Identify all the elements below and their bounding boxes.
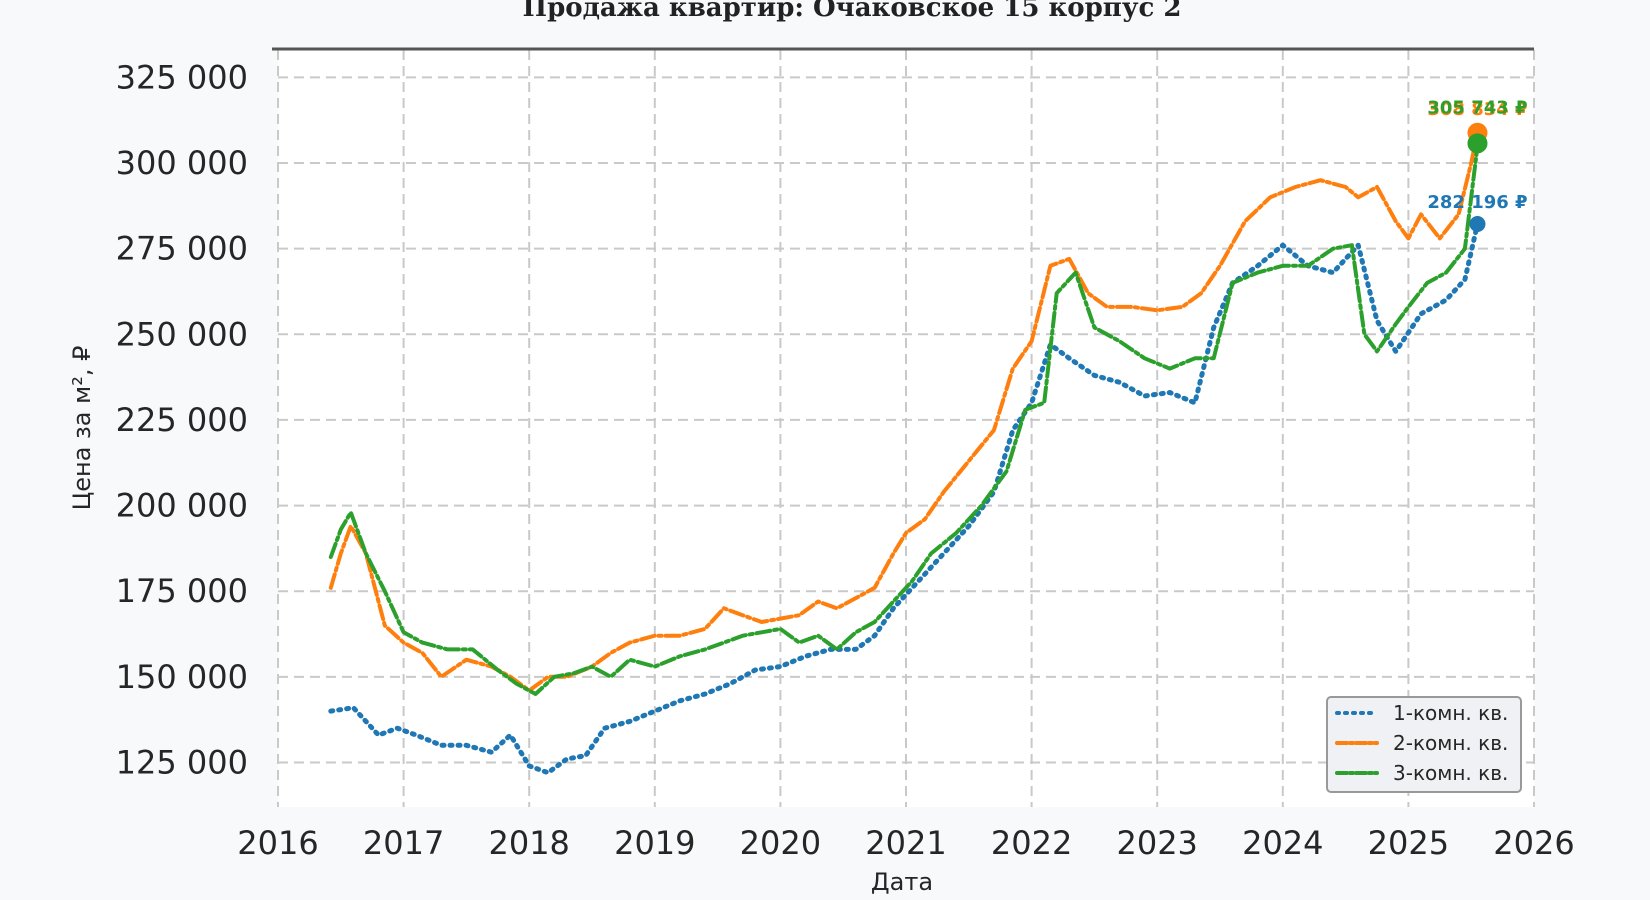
y-tick-label: 200 000 [116, 487, 248, 525]
legend: 1-комн. кв. 2-комн. кв. 3-комн. кв. [1326, 696, 1522, 793]
x-tick-label: 2019 [614, 824, 695, 862]
legend-box [1326, 696, 1522, 793]
y-axis-label: Цена за м², ₽ [68, 346, 96, 511]
end-value-label: 308 834 ₽ [1427, 99, 1527, 120]
legend-label: 3-комн. кв. [1393, 761, 1508, 785]
y-tick-label: 225 000 [116, 401, 248, 439]
x-tick-label: 2017 [363, 824, 444, 862]
x-tick-label: 2018 [488, 824, 569, 862]
legend-label: 1-комн. кв. [1393, 701, 1508, 725]
x-tick-label: 2021 [865, 824, 946, 862]
y-tick-label: 325 000 [116, 58, 248, 96]
end-value-label: 282 196 ₽ [1427, 192, 1527, 213]
chart-title: Продажа квартир: Очаковское 15 корпус 2 [523, 0, 1182, 23]
end-marker [1467, 133, 1488, 154]
x-tick-label: 2020 [740, 824, 821, 862]
series-line-3 [328, 143, 1480, 696]
x-tick-label: 2025 [1368, 824, 1449, 862]
x-tick-label: 2024 [1242, 824, 1323, 862]
y-tick-label: 275 000 [116, 230, 248, 268]
y-tick-labels: 125 000 150 000 175 000 200 000 225 000 250 0… [116, 58, 248, 781]
x-tick-label: 2016 [237, 824, 318, 862]
x-tick-label: 2026 [1493, 824, 1574, 862]
end-marker [1469, 216, 1486, 233]
y-tick-label: 175 000 [116, 572, 248, 610]
end-value-label: 305 743 ₽ [1427, 97, 1527, 118]
series-line-1 [328, 221, 1480, 776]
y-tick-label: 300 000 [116, 144, 248, 182]
x-tick-label: 2022 [991, 824, 1072, 862]
series-lines [328, 130, 1480, 776]
legend-label: 2-комн. кв. [1393, 731, 1508, 755]
x-axis-label: Дата [871, 868, 933, 896]
y-tick-label: 150 000 [116, 658, 248, 696]
x-tick-label: 2023 [1116, 824, 1197, 862]
end-markers: 282 196 ₽ 308 834 ₽305 743 ₽ [1427, 97, 1528, 233]
y-tick-label: 250 000 [116, 315, 248, 353]
x-tick-labels: 2016 2017 2018 2019 2020 2021 2022 2023 2024 2025… [237, 824, 1574, 862]
y-tick-label: 125 000 [116, 743, 248, 781]
